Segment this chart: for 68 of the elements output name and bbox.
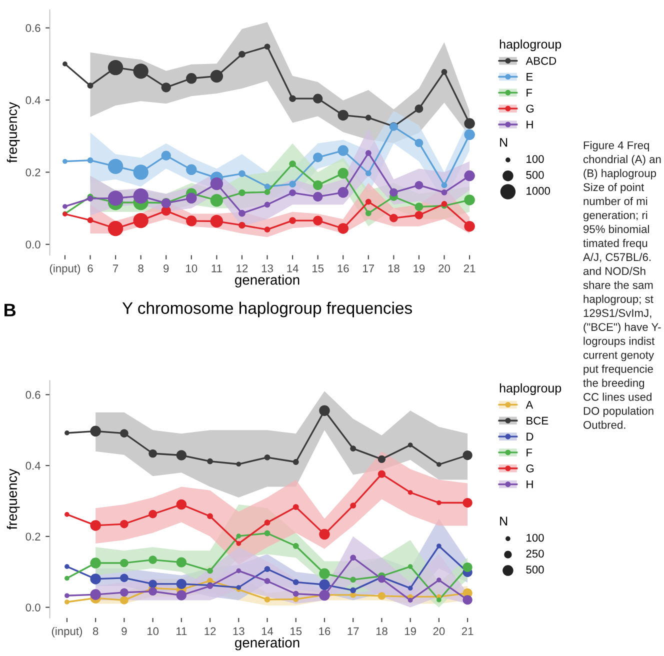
text: B	[4, 304, 16, 316]
x-tick-label: 11	[176, 627, 187, 636]
legend-label: D	[526, 432, 534, 440]
y-axis-title: frequency	[6, 102, 20, 163]
x-tick-label: 15	[290, 627, 302, 636]
legend-label: 100	[526, 534, 544, 542]
legend-title: haplogroup	[500, 39, 562, 52]
x-tick-label: 13	[262, 264, 273, 272]
x-tick-label: 7	[113, 264, 118, 272]
y-tick-label: 0.0	[26, 604, 40, 612]
x-tick-label: 16	[319, 627, 330, 636]
x-tick-label: 13	[233, 627, 244, 636]
legend-label: G	[526, 104, 534, 113]
y-tick-label: 0.4	[26, 462, 40, 470]
x-tick-label: 21	[462, 627, 474, 636]
legend-label: 100	[526, 155, 544, 163]
y-tick-label: 0.6	[26, 390, 40, 399]
x-tick-label: 10	[147, 627, 159, 636]
chart-title: Y chromosome haplogroup frequencies	[122, 302, 412, 318]
y-tick-label: 0.2	[26, 168, 40, 176]
x-tick-label: 8	[138, 264, 144, 272]
x-axis-title: generation	[235, 274, 300, 288]
x-tick-label: 21	[464, 264, 476, 272]
x-tick-label: 15	[312, 264, 324, 272]
legend-label: 500	[526, 171, 544, 179]
x-tick-label: 20	[433, 627, 445, 636]
legend-label: E	[526, 72, 533, 81]
x-tick-label: 17	[348, 627, 359, 636]
x-tick-label: 14	[287, 264, 298, 272]
legend-label: H	[526, 120, 533, 128]
x-tick-label: 17	[363, 264, 374, 272]
x-tick-label: 16	[338, 264, 349, 272]
x-tick-label: 20	[438, 264, 450, 272]
y-tick-label: 0.0	[26, 240, 40, 248]
x-tick-label: 6	[88, 264, 93, 272]
legend-label: 500	[526, 566, 544, 574]
legend-label: A	[526, 400, 534, 409]
x-tick-label: 14	[262, 627, 274, 636]
legend-label: 1000	[526, 186, 550, 195]
x-tick-label: 11	[212, 264, 222, 272]
y-tick-label: 0.2	[26, 532, 40, 541]
text: N	[500, 516, 508, 526]
x-tick-label: 12	[236, 264, 248, 272]
x-tick-label: 9	[164, 264, 169, 272]
x-tick-label: 10	[186, 264, 198, 272]
x-axis-title: generation	[235, 637, 300, 650]
x-tick-label: 8	[92, 627, 98, 636]
legend-label: F	[526, 448, 532, 456]
x-tick-label: 19	[404, 627, 416, 636]
x-tick-label: 12	[204, 627, 216, 636]
x-tick-label: (input)	[50, 264, 80, 275]
legend-label: H	[526, 480, 533, 488]
x-tick-label: 18	[388, 264, 400, 272]
y-axis-title: frequency	[6, 468, 20, 530]
legend-label: G	[526, 464, 534, 472]
text: Figure 4 Freq chondrial (A) an (B) haplogroup Size of point number of mi generation; ri 95% binomial timated frequ A/J, C57BL/6. and NOD/Sh share the sam haplogroup; st 129S1/SvImJ, ("BCE") have Y- logroups indist current genoty put frequencie the breeding CC lines used DO population Outbred.	[583, 141, 661, 429]
legend-label: F	[526, 88, 532, 97]
legend-label: ABCD	[526, 56, 556, 65]
x-tick-label: 9	[122, 627, 127, 636]
x-tick-label: 19	[414, 264, 425, 272]
legend-label: 250	[526, 550, 544, 558]
y-tick-label: 0.4	[26, 96, 40, 104]
text: N	[500, 138, 508, 147]
y-tick-label: 0.6	[26, 24, 40, 32]
legend-title: haplogroup	[500, 383, 562, 396]
x-tick-label: (input)	[52, 626, 82, 638]
legend-label: BCE	[526, 416, 548, 425]
x-tick-label: 18	[376, 627, 388, 636]
